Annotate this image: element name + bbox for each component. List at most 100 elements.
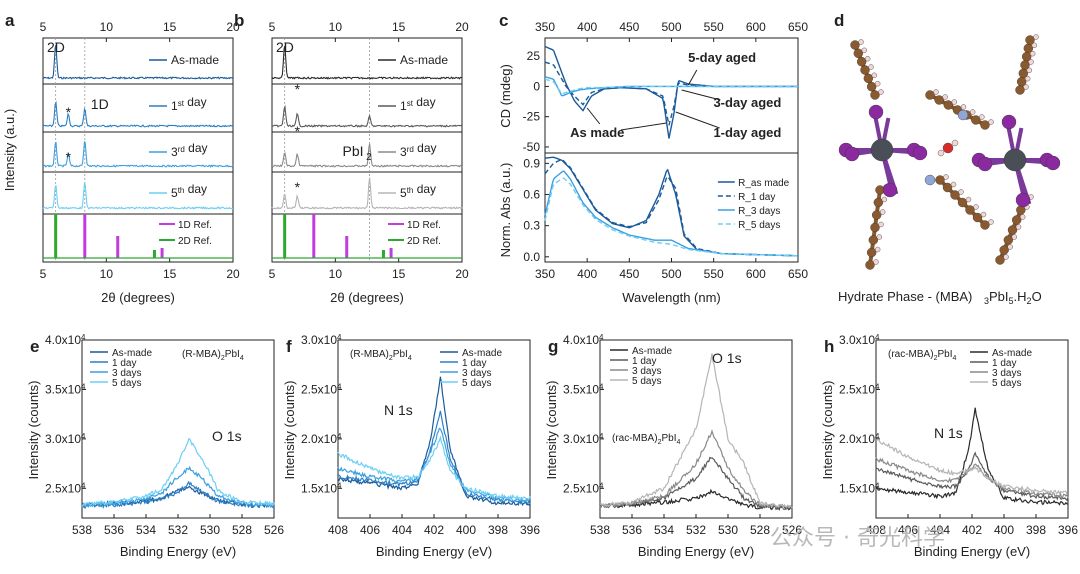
x-tick: 406 [360,523,380,537]
y-tick: 1.5x104 [839,481,880,495]
ref-2d-bar [283,214,287,258]
top-tick: 650 [788,20,808,34]
annotation-star: * [295,179,301,195]
y-tick: 2.5x104 [563,481,604,495]
hydrogen-atom [1026,67,1033,74]
bottom-tick: 350 [535,267,555,281]
hydrogen-atom [988,219,994,225]
top-tick: 5 [269,20,276,34]
panel-label-d: d [834,11,844,30]
hydrogen-atom [876,234,883,240]
legend-label: 1 day [632,356,656,367]
pb-atom [870,138,894,162]
bottom-tick: 550 [704,267,724,281]
xrd-trace-As-made [271,45,463,80]
y-axis-label: Intensity (counts) [26,381,41,480]
annotation-2d: 2D [276,39,294,55]
cd-tick: -25 [523,110,541,124]
x-tick: 404 [392,523,412,537]
legend-label: As-made [171,53,219,67]
hydrogen-atom [858,39,864,45]
carbon-atom [853,48,864,59]
top-tick: 450 [619,20,639,34]
arrow [620,122,667,131]
hydrogen-atom [881,196,888,203]
oxygen-atom [942,142,954,154]
y-axis-label: Intensity (counts) [820,381,835,480]
y-tick: 1.5x104 [301,481,342,495]
legend-label: 5 days [632,376,661,387]
bottom-tick: 15 [163,267,177,281]
hydrogen-atom [950,181,957,188]
carbon-atom [856,56,867,67]
carbon-atom [925,90,935,100]
ref-1d-bar [389,248,393,258]
legend-label: 5th day [171,182,207,200]
carbon-atom [860,65,870,75]
hydrogen-atom [878,221,884,228]
x-tick: 536 [622,523,642,537]
annotation-star: * [66,104,72,120]
iodine-atom [868,104,884,120]
carbon-atom [1021,51,1032,62]
carbon-atom [934,95,944,105]
legend-label: 3 days [632,366,661,377]
sample-label: (R-MBA)2PbI4 [350,349,412,362]
annotation-pbi2-sub: 2 [366,152,372,163]
bottom-tick: 10 [329,267,343,281]
top-tick: 15 [163,20,177,34]
hydrogen-atom [980,211,987,218]
y-tick: 3.5x104 [563,382,604,396]
cd-tick: -50 [523,140,541,154]
x-tick: 534 [136,523,156,537]
abs-trace [544,177,799,257]
carbon-atom [1015,85,1025,95]
carbon-atom [870,90,880,100]
carbon-atom [980,120,990,130]
hydrogen-atom [943,174,949,180]
x-tick: 528 [750,523,770,537]
hydrogen-atom [874,246,881,253]
hydrogen-atom [1023,84,1029,90]
carbon-atom [995,255,1005,265]
ref-2d-bar [152,250,156,258]
hydrogen-atom [864,55,871,62]
top-tick: 20 [455,20,469,34]
y-tick: 2.5x104 [839,382,880,396]
top-tick: 15 [392,20,406,34]
carbon-atom [999,245,1009,255]
hydrogen-atom [1024,75,1031,82]
cd-trace [544,61,798,126]
annotation-3day: 3-day aged [713,95,781,110]
ref-2d-bar [381,250,385,258]
top-tick: 5 [40,20,47,34]
x-tick: 404 [930,523,950,537]
top-tick: 10 [329,20,343,34]
top-tick: 20 [226,20,240,34]
annotation-1d: 1D [91,96,109,112]
xps-trace [81,480,275,509]
hydrogen-atom [951,99,958,105]
x-tick: 538 [72,523,92,537]
x-tick: 400 [456,523,476,537]
y-tick: 2.0x104 [301,432,342,446]
abs-tick: 0.6 [523,188,540,202]
x-tick: 398 [488,523,508,537]
hydrogen-atom [874,80,881,87]
xps-trace [875,407,1069,506]
x-tick: 526 [782,523,802,537]
y-tick: 4.0x104 [563,333,604,347]
legend-label: 5th day [400,182,436,200]
annotation-star: * [66,149,72,165]
legend-label: 3rd day [400,141,437,159]
legend-label: R_as made [738,178,790,189]
legend-label: As-made [400,53,448,67]
carbon-atom [1025,35,1035,45]
xps-trace [875,438,1069,496]
ref-1d-bar [83,214,87,258]
legend-label: As-made [992,348,1032,359]
ref-1d-bar [345,236,349,258]
hydrogen-atom [1007,244,1013,250]
abs-tick: 0.3 [523,219,540,233]
